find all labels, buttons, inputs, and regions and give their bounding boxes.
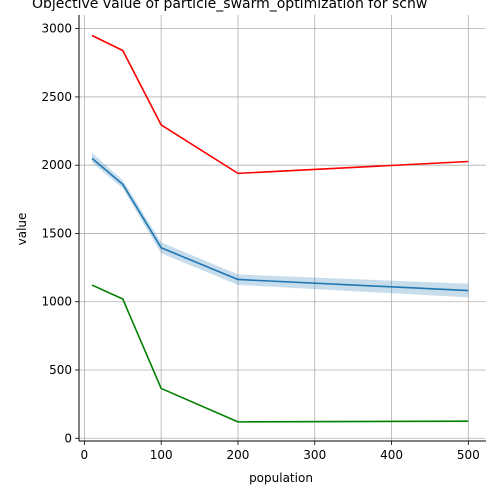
- y-tick-label: 1000: [41, 295, 72, 309]
- y-axis-label: value: [15, 213, 29, 246]
- x-axis-label: population: [249, 471, 313, 485]
- confidence-band-layer: [92, 152, 469, 298]
- series-mean-line: [91, 157, 469, 292]
- series-mean-band: [92, 152, 469, 298]
- axes: [75, 15, 486, 445]
- chart-title: Objective value of particle_swarm_optimi…: [32, 0, 427, 12]
- y-tick-label: 500: [49, 363, 72, 377]
- grid-lines: [79, 15, 486, 441]
- y-tick-label: 1500: [41, 226, 72, 240]
- y-tick-label: 2000: [41, 158, 72, 172]
- y-tick-label: 3000: [41, 22, 72, 36]
- x-tick-label: 200: [227, 448, 250, 462]
- series-max-line: [91, 34, 469, 175]
- series-lines: [91, 34, 469, 423]
- x-tick-label: 100: [150, 448, 173, 462]
- x-tick-label: 300: [303, 448, 326, 462]
- y-tick-label: 2500: [41, 90, 72, 104]
- tick-labels: 0 100 200 300 400 500 0 500 1000 1500 2000 2500 3000: [41, 22, 479, 462]
- y-tick-label: 0: [64, 431, 72, 445]
- x-tick-label: 500: [457, 448, 480, 462]
- x-tick-label: 400: [380, 448, 403, 462]
- series-min-line: [91, 284, 469, 423]
- x-tick-label: 0: [81, 448, 89, 462]
